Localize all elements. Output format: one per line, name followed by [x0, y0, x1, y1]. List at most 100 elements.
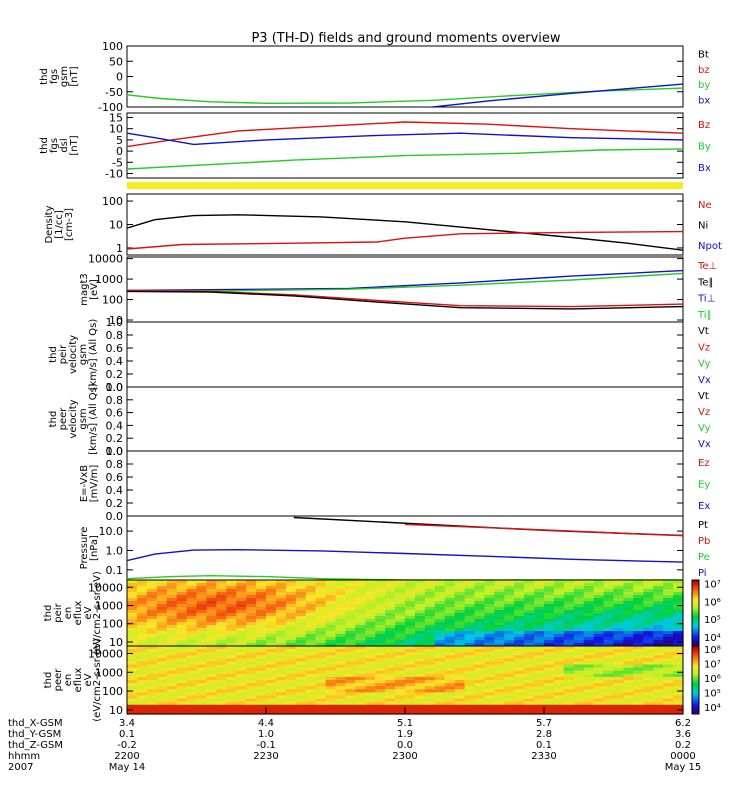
heatmap-cell	[266, 613, 277, 617]
heatmap-cell	[275, 673, 287, 678]
heatmap-cell	[375, 613, 386, 617]
heatmap-cell	[136, 598, 148, 602]
heatmap-cell	[216, 610, 227, 614]
heatmap-cell	[534, 640, 545, 644]
heatmap-cell	[405, 634, 416, 638]
heatmap-cell	[156, 676, 168, 681]
x-tick-value: 2200	[114, 751, 139, 762]
heatmap-cell	[544, 686, 555, 690]
heatmap-cell	[395, 628, 406, 632]
heatmap-cell	[583, 686, 595, 690]
heatmap-cell	[196, 664, 208, 669]
colorbar-tick-label: 10⁵	[704, 688, 721, 699]
heatmap-cell	[603, 640, 615, 644]
heatmap-cell	[663, 692, 674, 697]
heatmap-cell	[136, 628, 148, 632]
heatmap-cell	[335, 631, 347, 635]
heatmap-cell	[434, 628, 446, 632]
heatmap-cell	[613, 613, 625, 617]
heatmap-cell	[246, 661, 257, 666]
heatmap-cell	[623, 655, 634, 659]
heatmap-cell	[365, 613, 376, 617]
heatmap-cell	[484, 704, 495, 709]
heatmap-cell	[603, 707, 615, 712]
heatmap-cell	[405, 637, 416, 641]
heatmap-cell	[534, 658, 545, 663]
heatmap-cell	[653, 670, 664, 675]
heatmap-cell	[484, 692, 495, 697]
y-axis-label: fgs	[49, 138, 60, 153]
heatmap-cell	[266, 631, 277, 635]
heatmap-cell	[236, 701, 247, 706]
heatmap-cell	[385, 598, 396, 602]
heatmap-cell	[504, 601, 515, 605]
heatmap-cell	[563, 695, 575, 700]
heatmap-cell	[653, 640, 664, 644]
heatmap-cell	[166, 649, 178, 653]
heatmap-cell	[573, 601, 585, 605]
heatmap-cell	[146, 649, 158, 653]
heatmap-cell	[454, 583, 466, 587]
y-axis-label: (eV/cm2-s-sr-eV)	[92, 638, 103, 722]
heatmap-cell	[623, 707, 634, 712]
heatmap-cell	[196, 592, 208, 596]
y-tick-label: 1.0	[106, 445, 124, 458]
heatmap-cell	[653, 692, 664, 697]
heatmap-cell	[345, 628, 356, 632]
y-tick-label: 0.2	[106, 368, 124, 381]
heatmap-cell	[623, 652, 634, 656]
heatmap-cell	[583, 667, 595, 672]
heatmap-cell	[285, 628, 297, 632]
heatmap-cell	[385, 683, 396, 687]
heatmap-cell	[633, 680, 644, 684]
heatmap-cell	[434, 664, 446, 669]
colorbar-swatch	[692, 615, 699, 618]
heatmap-cell	[335, 710, 347, 715]
legend-Ex: Ex	[698, 501, 710, 512]
heatmap-cell	[236, 689, 247, 693]
heatmap-cell	[136, 683, 148, 687]
heatmap-cell	[256, 628, 267, 632]
heatmap-cell	[494, 698, 505, 703]
heatmap-cell	[673, 646, 684, 650]
heatmap-cell	[405, 658, 416, 663]
heatmap-cell	[623, 637, 634, 641]
heatmap-cell	[444, 649, 456, 653]
heatmap-cell	[464, 710, 476, 715]
heatmap-cell	[583, 607, 595, 611]
heatmap-cell	[494, 673, 505, 678]
heatmap-cell	[583, 595, 595, 599]
heatmap-cell	[673, 610, 684, 614]
heatmap-cell	[166, 680, 178, 684]
heatmap-cell	[176, 680, 188, 684]
heatmap-cell	[315, 664, 327, 669]
heatmap-cell	[613, 680, 625, 684]
heatmap-cell	[444, 619, 456, 623]
heatmap-cell	[464, 698, 476, 703]
heatmap-cell	[186, 631, 198, 635]
heatmap-cell	[504, 613, 515, 617]
y-tick-label: 1	[116, 242, 123, 255]
heatmap-cell	[603, 667, 615, 672]
heatmap-cell	[414, 625, 426, 629]
heatmap-cell	[385, 628, 396, 632]
heatmap-cell	[484, 676, 495, 681]
heatmap-cell	[653, 680, 664, 684]
heatmap-cell	[534, 631, 545, 635]
heatmap-cell	[673, 586, 684, 590]
heatmap-cell	[514, 610, 525, 614]
heatmap-cell	[633, 658, 644, 663]
heatmap-cell	[266, 616, 277, 620]
series-By	[127, 148, 683, 170]
y-axis-label: [nT]	[69, 135, 80, 155]
heatmap-cell	[544, 637, 555, 641]
heatmap-cell	[553, 704, 565, 709]
heatmap-cell	[603, 604, 615, 608]
heatmap-cell	[405, 640, 416, 644]
heatmap-cell	[365, 664, 376, 669]
heatmap-cell	[583, 649, 595, 653]
heatmap-cell	[375, 634, 386, 638]
heatmap-cell	[375, 661, 386, 666]
heatmap-cell	[643, 692, 654, 697]
